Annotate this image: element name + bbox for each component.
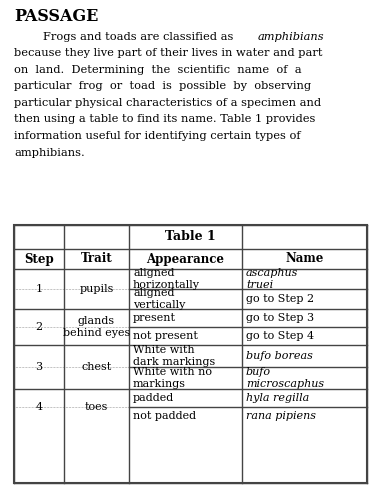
Text: 4: 4 bbox=[35, 402, 43, 412]
Text: White with
dark markings: White with dark markings bbox=[133, 345, 215, 367]
Text: Frogs and toads are classified as: Frogs and toads are classified as bbox=[14, 32, 237, 42]
Text: particular  frog  or  toad  is  possible  by  observing: particular frog or toad is possible by o… bbox=[14, 81, 311, 92]
Text: Appearance: Appearance bbox=[147, 252, 224, 266]
Text: go to Step 3: go to Step 3 bbox=[246, 313, 314, 323]
Text: padded: padded bbox=[133, 393, 174, 403]
Text: aligned
horizontally: aligned horizontally bbox=[133, 268, 200, 290]
Text: particular physical characteristics of a specimen and: particular physical characteristics of a… bbox=[14, 98, 321, 108]
Text: not present: not present bbox=[133, 331, 198, 341]
Text: amphibians.: amphibians. bbox=[14, 147, 85, 157]
Text: Table 1: Table 1 bbox=[165, 230, 216, 244]
Text: Trait: Trait bbox=[81, 252, 112, 266]
Text: aligned
vertically: aligned vertically bbox=[133, 288, 186, 310]
Text: not padded: not padded bbox=[133, 411, 196, 421]
Text: because they live part of their lives in water and part: because they live part of their lives in… bbox=[14, 49, 322, 58]
Text: on  land.  Determining  the  scientific  name  of  a: on land. Determining the scientific name… bbox=[14, 65, 302, 75]
Bar bbox=[14, 225, 367, 483]
Text: then using a table to find its name. Table 1 provides: then using a table to find its name. Tab… bbox=[14, 115, 315, 124]
Text: hyla regilla: hyla regilla bbox=[246, 393, 309, 403]
Text: 1: 1 bbox=[35, 284, 43, 294]
Text: 2: 2 bbox=[35, 322, 43, 332]
Text: ascaphus
truei: ascaphus truei bbox=[246, 268, 298, 290]
Text: Name: Name bbox=[285, 252, 324, 266]
Text: 3: 3 bbox=[35, 362, 43, 372]
Text: go to Step 4: go to Step 4 bbox=[246, 331, 314, 341]
Text: amphibians: amphibians bbox=[258, 32, 324, 42]
Text: go to Step 2: go to Step 2 bbox=[246, 294, 314, 304]
Text: bufo
microscaphus: bufo microscaphus bbox=[246, 367, 324, 389]
Text: pupils: pupils bbox=[79, 284, 114, 294]
Text: present: present bbox=[133, 313, 176, 323]
Text: information useful for identifying certain types of: information useful for identifying certa… bbox=[14, 131, 301, 141]
Text: glands
behind eyes: glands behind eyes bbox=[63, 316, 130, 338]
Text: chest: chest bbox=[82, 362, 112, 372]
Text: bufo boreas: bufo boreas bbox=[246, 351, 313, 361]
Text: rana pipiens: rana pipiens bbox=[246, 411, 316, 421]
Text: White with no
markings: White with no markings bbox=[133, 367, 212, 389]
Text: Step: Step bbox=[24, 252, 54, 266]
Text: PASSAGE: PASSAGE bbox=[14, 8, 98, 25]
Text: toes: toes bbox=[85, 402, 108, 412]
